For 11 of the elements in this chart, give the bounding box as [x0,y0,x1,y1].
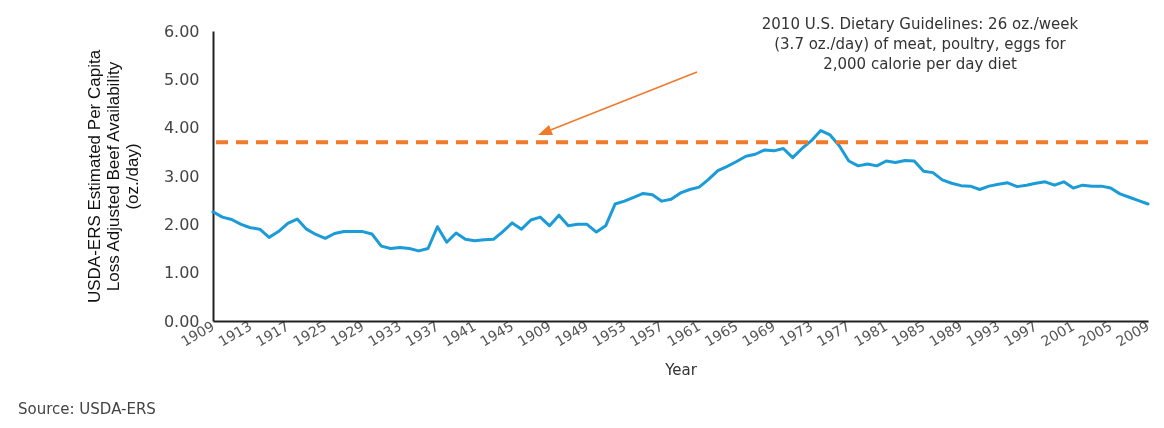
y-tick-label: 5.00 [163,69,200,89]
source-note: Source: USDA-ERS [18,400,156,418]
annotation: 2010 U.S. Dietary Guidelines: 26 oz./week (3.7 oz./day) of meat, poultry, eggs for 2,000 calorie per day diet [761,15,1079,73]
x-axis-title: Year [664,361,698,380]
y-tick-label: 4.00 [163,118,200,138]
y-tick-label: 6.00 [163,21,200,41]
y-tick-label: 1.00 [163,263,200,283]
y-tick-label: 2.00 [163,214,200,234]
y-tick-label: 3.00 [163,166,200,186]
line-series [211,129,1150,253]
y-axis-title: USDA-ERS Estimated Per Capita Loss Adjusted Beef Availability (oz./day) [84,49,142,304]
